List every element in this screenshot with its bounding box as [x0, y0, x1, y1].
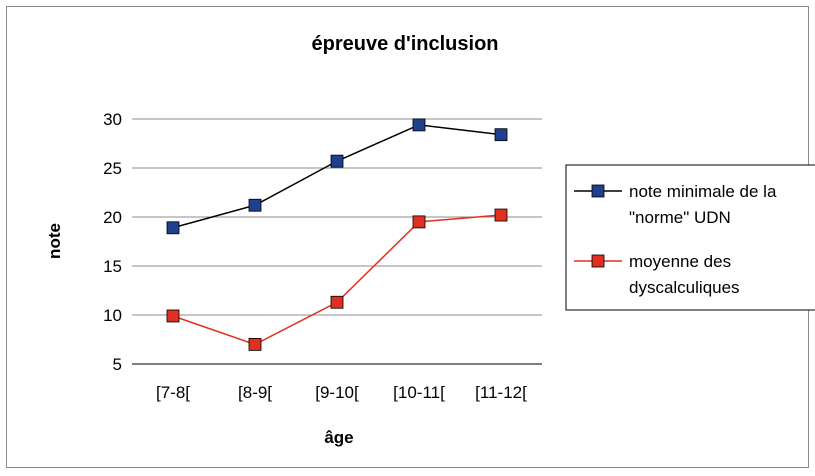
data-point-marker — [412, 118, 426, 132]
legend-label: dyscalculiques — [629, 278, 740, 297]
legend-marker — [591, 184, 605, 198]
x-tick-label: [8-9[ — [238, 383, 272, 402]
y-axis-title: note — [45, 223, 64, 259]
y-tick-label: 10 — [103, 306, 122, 325]
legend: note minimale de la "norme" UDN moyenne de… — [574, 182, 777, 297]
y-tick-label: 30 — [103, 110, 122, 129]
legend-label: "norme" UDN — [629, 208, 731, 227]
legend-box — [565, 164, 815, 311]
y-tick-labels: 5 10 15 20 25 30 — [103, 110, 122, 374]
data-point-marker — [330, 154, 344, 168]
series-line — [172, 214, 502, 346]
series-layer — [166, 118, 508, 351]
y-tick-label: 5 — [113, 355, 122, 374]
x-tick-label: [10-11[ — [393, 383, 445, 402]
data-point-marker — [412, 215, 426, 229]
series-line — [172, 124, 502, 229]
data-point-marker — [494, 128, 508, 142]
data-point-marker — [248, 198, 262, 212]
legend-label: note minimale de la — [629, 182, 777, 201]
x-tick-label: [11-12[ — [475, 383, 527, 402]
legend-label: moyenne des — [629, 252, 731, 271]
data-point-marker — [248, 337, 262, 351]
legend-marker — [591, 254, 605, 268]
legend-entry: moyenne des dyscalculiques — [574, 252, 740, 297]
y-tick-label: 15 — [103, 257, 122, 276]
x-tick-label: [7-8[ — [156, 383, 190, 402]
x-axis-title: âge — [324, 428, 353, 447]
data-point-marker — [494, 208, 508, 222]
data-point-marker — [330, 295, 344, 309]
y-tick-label: 25 — [103, 159, 122, 178]
data-point-marker — [166, 309, 180, 323]
x-tick-labels: [7-8[ [8-9[ [9-10[ [10-11[ [11-12[ — [156, 383, 527, 402]
legend-entry: note minimale de la "norme" UDN — [574, 182, 777, 227]
chart-title: épreuve d'inclusion — [311, 33, 498, 55]
data-point-marker — [166, 221, 180, 235]
series-1 — [166, 118, 508, 235]
x-tick-label: [9-10[ — [315, 383, 359, 402]
gridlines — [132, 118, 542, 316]
y-tick-label: 20 — [103, 208, 122, 227]
series-2 — [166, 208, 508, 351]
